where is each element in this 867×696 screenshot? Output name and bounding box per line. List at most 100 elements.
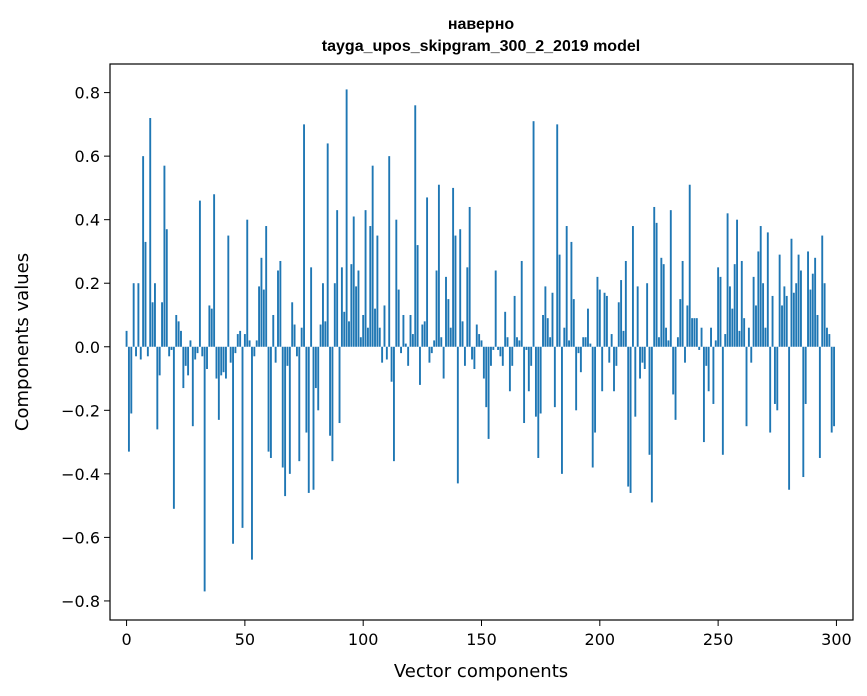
x-axis-ticks: 0 50 100 150 200 250 300	[121, 620, 852, 649]
bar	[215, 346, 218, 379]
bar	[563, 327, 566, 347]
bar	[366, 327, 369, 347]
bar	[610, 334, 613, 347]
bar	[338, 346, 341, 424]
bar	[781, 305, 783, 347]
bar	[272, 314, 275, 347]
bar	[463, 346, 466, 366]
bar	[570, 241, 573, 347]
bar	[712, 346, 715, 404]
bar	[307, 346, 310, 493]
bar	[170, 346, 173, 350]
bar	[428, 346, 431, 363]
bar	[331, 346, 334, 462]
bar	[582, 337, 585, 347]
bar	[125, 330, 128, 347]
bar	[490, 346, 492, 366]
bar	[818, 346, 821, 458]
bar	[830, 346, 833, 433]
bar	[246, 219, 249, 347]
bar	[778, 254, 781, 347]
bar	[184, 346, 187, 366]
bar	[314, 346, 317, 389]
bar	[530, 346, 533, 366]
bar	[466, 267, 469, 347]
bar	[717, 267, 720, 347]
bar	[764, 327, 767, 347]
bar	[333, 283, 336, 347]
bar	[310, 267, 313, 347]
bar	[589, 343, 592, 347]
bar	[198, 200, 201, 347]
bar	[286, 346, 289, 366]
bar	[291, 302, 294, 347]
bar	[771, 295, 774, 347]
x-axis-label: Vector components	[394, 661, 568, 682]
bar	[234, 346, 237, 354]
bar	[605, 295, 608, 347]
bar	[480, 340, 483, 347]
bar	[738, 330, 741, 347]
bar	[265, 226, 268, 347]
bar	[565, 226, 568, 347]
y-tick-label: 0.4	[75, 211, 100, 230]
bar	[340, 267, 343, 347]
bar	[534, 346, 537, 417]
bar	[757, 251, 760, 347]
bar	[478, 334, 481, 347]
bar	[579, 346, 582, 373]
chart-title: наверно	[448, 16, 515, 33]
chart-subtitle: tayga_upos_skipgram_300_2_2019 model	[322, 38, 640, 55]
bar	[468, 206, 471, 347]
bar	[617, 302, 620, 347]
bar	[177, 321, 180, 347]
bar	[317, 346, 320, 411]
bar	[175, 314, 178, 347]
bar	[821, 235, 824, 347]
y-tick-label: 0.2	[75, 274, 100, 293]
bar	[501, 346, 504, 366]
bar	[322, 283, 324, 347]
plot-frame	[109, 63, 854, 621]
bar	[676, 337, 679, 347]
bar	[151, 302, 154, 347]
bar	[674, 346, 677, 420]
bar	[773, 346, 776, 404]
bar	[187, 346, 190, 376]
bar	[416, 245, 419, 347]
bar-series	[125, 89, 836, 592]
bar	[601, 346, 604, 392]
bar	[359, 337, 362, 347]
x-tick-label: 0	[121, 630, 131, 649]
bar	[319, 324, 322, 347]
bar	[409, 314, 412, 347]
bar	[561, 346, 563, 474]
bar	[546, 318, 549, 347]
bar	[225, 346, 227, 379]
bar	[551, 292, 554, 347]
bar	[833, 346, 836, 427]
bar	[445, 276, 447, 347]
bar	[520, 260, 523, 347]
bar	[769, 346, 772, 433]
bar	[823, 283, 826, 347]
bar	[471, 346, 473, 360]
bar	[172, 346, 175, 509]
bar	[430, 346, 433, 354]
bar	[719, 276, 722, 347]
bar	[385, 346, 388, 360]
bar	[596, 276, 599, 347]
bar	[203, 346, 206, 592]
bar	[511, 346, 514, 366]
bar	[210, 308, 213, 347]
bar	[253, 346, 256, 357]
bar	[258, 286, 261, 347]
bar	[594, 346, 597, 433]
bar	[802, 346, 805, 478]
bar	[790, 238, 793, 347]
bar	[135, 346, 137, 357]
bar	[497, 346, 500, 350]
bar	[435, 270, 438, 347]
bar	[156, 346, 159, 430]
bar	[643, 346, 646, 370]
